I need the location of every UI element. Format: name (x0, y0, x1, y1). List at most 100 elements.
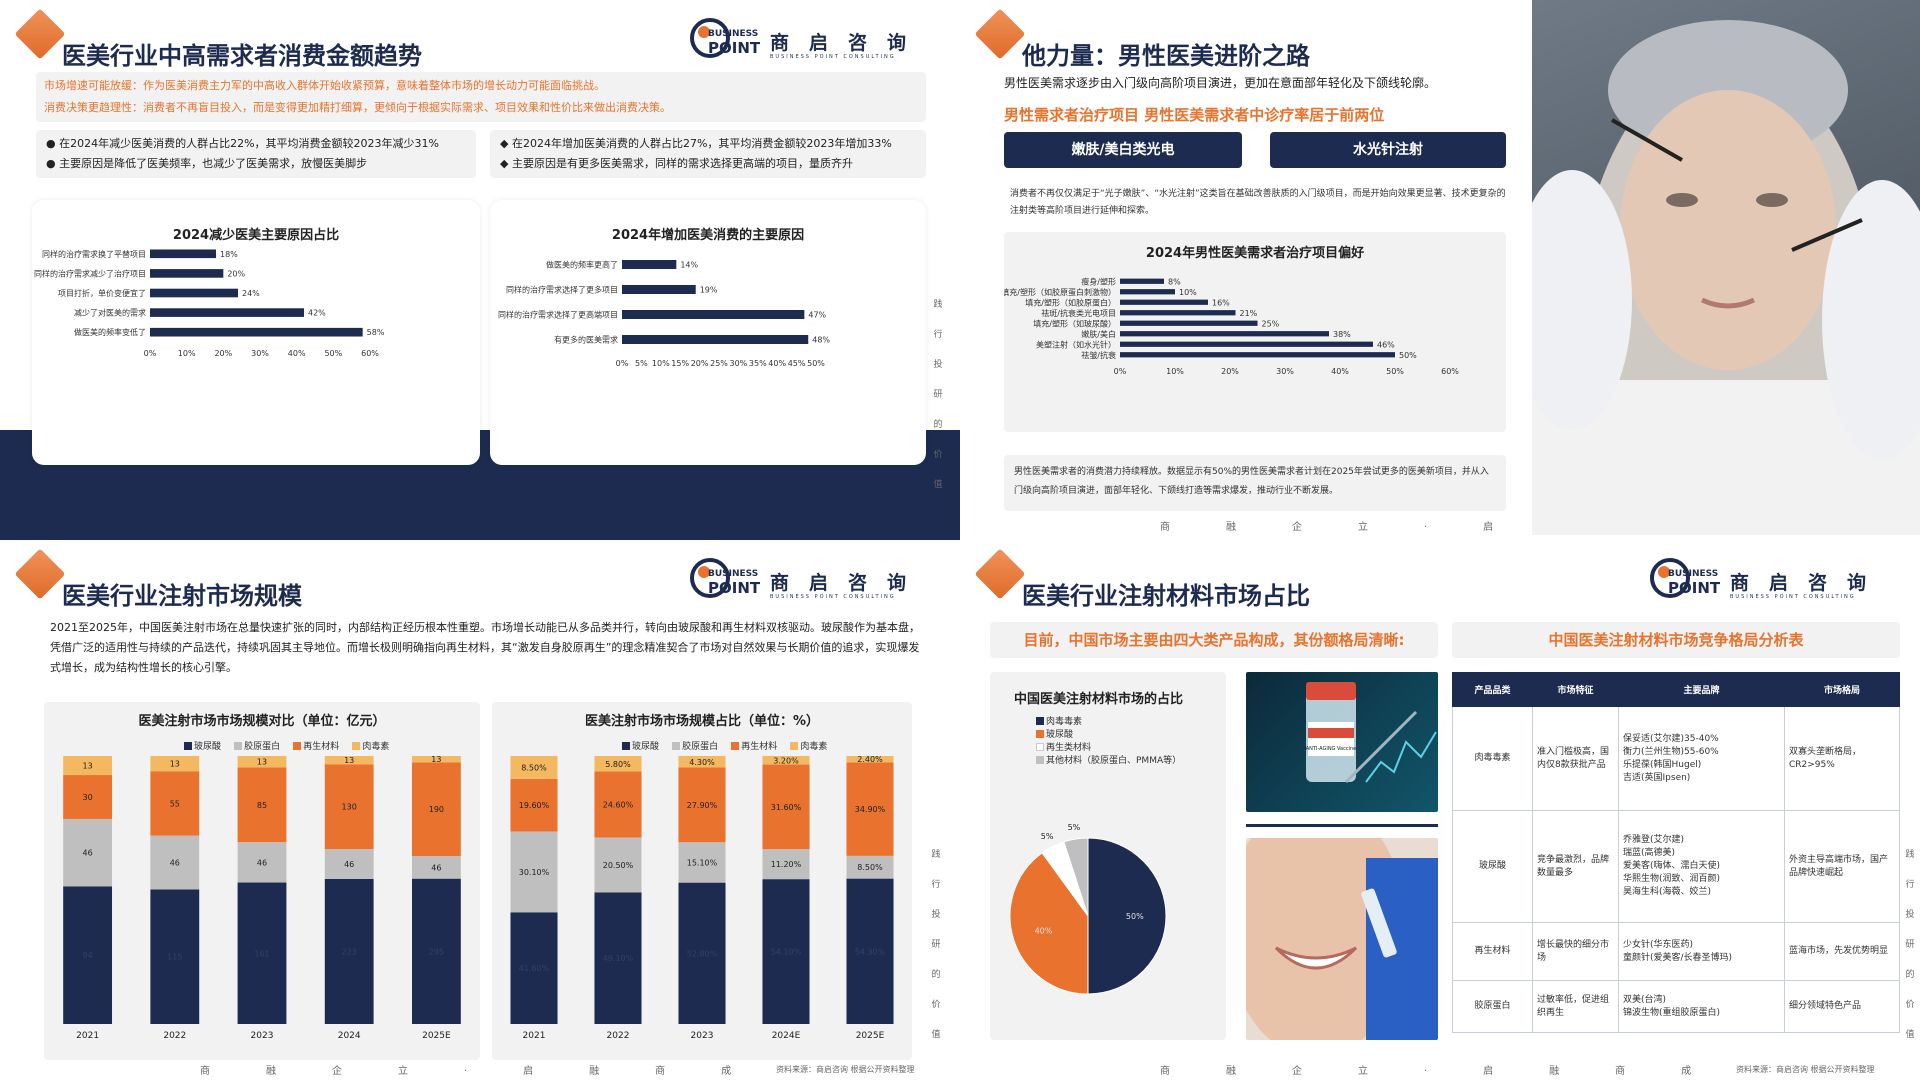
woman-face-illustration (1246, 838, 1438, 1040)
vaccine-photo: ANTI-AGING Vaccine (1246, 672, 1438, 812)
legend-label: 胶原蛋白 (244, 742, 281, 752)
desc-text: 消费者不再仅仅满足于“光子嫩肤”、“水光注射”这类旨在基础改善肤质的入门级项目，… (1010, 189, 1506, 216)
segment-label: 20.50% (603, 861, 634, 870)
bottom-note: 男性医美需求者的消费潜力持续释放。数据显示有50%的男性医美需求者计划在2025… (1014, 467, 1489, 496)
woman-injection-photo (1246, 838, 1438, 1040)
table-row: 玻尿酸 竞争最激烈，品牌数量最多 乔雅登(艾尔建) 瑞蓝(高德美) 爱美客(嗨体… (1452, 810, 1900, 923)
segment-label: 130 (342, 803, 357, 812)
table-cell: 胶原蛋白 (1452, 980, 1533, 1033)
tick-label: 20% (214, 349, 232, 358)
value-label: 38% (1333, 330, 1351, 339)
source-note: 资料来源：商启咨询 根据公开资料整理 (1736, 1065, 1875, 1074)
segment-label: 94 (83, 951, 93, 960)
table-cell: 双美(台湾) 锦波生物(重组胶原蛋白) (1618, 980, 1785, 1033)
stack-segment (678, 756, 726, 768)
logo-cn: 商启咨询 (1730, 572, 1887, 594)
right-bullets-panel: ◆ 在2024年增加医美消费的人群占比27%，其平均消费金额较2023年增加33… (490, 130, 926, 178)
slide-injection-market-scale: 医美行业注射市场规模 BUSINESS POINT 商启咨询 BUSINESS P… (0, 540, 960, 1080)
right-bullet-1: 在2024年增加医美消费的人群占比27%，其平均消费金额较2023年增加33% (511, 137, 892, 150)
segment-label: 46 (83, 849, 93, 858)
side-vertical-text: 践行投研的价值 (1904, 840, 1916, 1050)
table-header: 市场格局 (1784, 672, 1900, 707)
side-char: 行 (933, 330, 943, 340)
share-legend: 玻尿酸 胶原蛋白 再生材料 肉毒素 (622, 734, 835, 753)
logo-en-2: POINT (708, 579, 761, 597)
male-chart-title: 2024年男性医美需求者治疗项目偏好 (1145, 246, 1365, 261)
value-label: 8% (1168, 277, 1181, 286)
bar (1120, 310, 1236, 316)
brand-logo: BUSINESS POINT 商启咨询 BUSINESS POINT CONSUL… (690, 558, 940, 602)
slice-label: 40% (1035, 926, 1053, 935)
table-cell: 再生材料 (1452, 922, 1533, 981)
tick-label: 50% (807, 359, 825, 368)
slide-consumption-trend: 医美行业中高需求者消费金额趋势 BUSINESS POINT 商启咨询 BUSIN… (0, 0, 960, 540)
bullet-diamond-icon: ◆ (500, 137, 509, 150)
material-share-pie: 50% 40% 5% 5% (1009, 823, 1167, 995)
segment-label: 31.60% (771, 803, 802, 812)
logo-en-1: BUSINESS (1668, 569, 1719, 579)
segment-label: 3.20% (773, 756, 799, 765)
right-bullet-2: 主要原因是有更多医美需求，同样的需求选择更高端的项目，量质齐升 (511, 157, 853, 170)
bar (622, 335, 809, 344)
category-label: 2023 (691, 1031, 714, 1041)
table-cell: 细分领域特色产品 (1784, 980, 1900, 1033)
intro-paragraph: 2021至2025年，中国医美注射市场在总量快速扩张的同时，内部结构正经历根本性… (50, 621, 920, 674)
value-label: 18% (220, 250, 238, 259)
category-label: 2025E (856, 1031, 885, 1041)
legend-swatch (1036, 717, 1044, 725)
bar (150, 288, 238, 298)
segment-label: 46 (431, 863, 441, 872)
stack-segment (324, 756, 374, 765)
tick-label: 10% (1166, 367, 1184, 376)
table-cell: 肉毒毒素 (1452, 706, 1533, 811)
category-label: 填充/塑形（如玻尿酸） (1033, 318, 1116, 328)
legend-swatch (234, 742, 243, 750)
right-section-head: 中国医美注射材料市场竞争格局分析表 (1452, 622, 1900, 658)
share-chart-panel: 医美注射市场市场规模占比（单位：%） 玻尿酸 胶原蛋白 再生材料 肉毒素 41.… (492, 702, 912, 1060)
table-row: 肉毒毒素 准入门槛极高，国内仅8款获批产品 保妥适(艾尔建)35-40% 衡力(… (1452, 706, 1900, 811)
reduce-chart: 同样的治疗需求换了平替项目 18% 同样的治疗需求减少了治疗项目 20% 项目打折，单价… (34, 249, 385, 358)
category-label: 2021 (523, 1031, 546, 1041)
bar (1120, 299, 1208, 305)
legend-label: 玻尿酸 (632, 742, 660, 752)
scale-stacked-chart: 94 46 30 13 2021 115 46 55 13 2022 161 46 85 13 2023 22… (63, 755, 461, 1041)
bullet-dot-icon: ● (46, 137, 56, 150)
logo-circle-icon (690, 18, 730, 58)
male-face-photo (1532, 0, 1920, 535)
table-cell: 保妥适(艾尔建)35-40% 衡力(兰州生物)55-60% 乐提葆(韩国Huge… (1618, 706, 1785, 811)
stack-segment (150, 771, 200, 836)
table-cell: 增长最快的细分市场 (1532, 922, 1619, 981)
category-label: 祛皱/抗衰 (1081, 350, 1116, 360)
side-char: 价 (931, 1000, 941, 1010)
title-accent-diamond (14, 548, 66, 600)
legend-swatch (731, 742, 740, 750)
slide-male-aesthetics: 他力量：男性医美进阶之路 男性医美需求逐步由入门级向高阶项目演进，更加在意面部年… (960, 0, 1920, 540)
stack-segment (678, 882, 726, 1024)
segment-label: 2.40% (857, 755, 883, 764)
bar (622, 310, 805, 319)
table-cell: 少女针(华东医药) 童颜针(爱美客/长春圣博玛) (1618, 922, 1785, 981)
segment-label: 11.20% (771, 860, 802, 869)
scale-legend: 玻尿酸 胶原蛋白 再生材料 肉毒素 (184, 734, 397, 753)
bar (622, 260, 677, 269)
legend-swatch (1036, 743, 1044, 751)
value-label: 19% (700, 286, 718, 295)
left-bullets-panel: ● 在2024年减少医美消费的人群占比22%，其平均消费金额较2023年减少31… (36, 130, 476, 178)
logo-circle-icon (690, 558, 730, 598)
legend-swatch (672, 742, 681, 750)
increase-chart-title: 2024年增加医美消费的主要原因 (611, 228, 805, 243)
footer-motto: 商融企立·启融商成 (1160, 1066, 1748, 1077)
category-label: 同样的治疗需求换了平替项目 (42, 249, 146, 259)
side-char: 行 (1905, 880, 1915, 890)
source-note: 资料来源：商启咨询 根据公开资料整理 (776, 1065, 915, 1074)
tag-hydration-injection: 水光针注射 (1270, 132, 1506, 168)
category-label: 项目打折，单价变便宜了 (58, 288, 146, 298)
stack-segment (237, 882, 287, 1024)
share-chart-title: 医美注射市场市场规模占比（单位：%） (584, 714, 820, 729)
title-accent-diamond (974, 8, 1026, 60)
stack-segment (63, 818, 113, 887)
bar (1120, 320, 1258, 326)
pie-chart-title: 中国医美注射材料市场的占比 (1014, 692, 1184, 707)
left-bullet-2: 主要原因是降低了医美频率，也减少了医美需求，放慢医美脚步 (59, 157, 368, 170)
vial-label: ANTI-AGING Vaccine (1306, 746, 1357, 752)
